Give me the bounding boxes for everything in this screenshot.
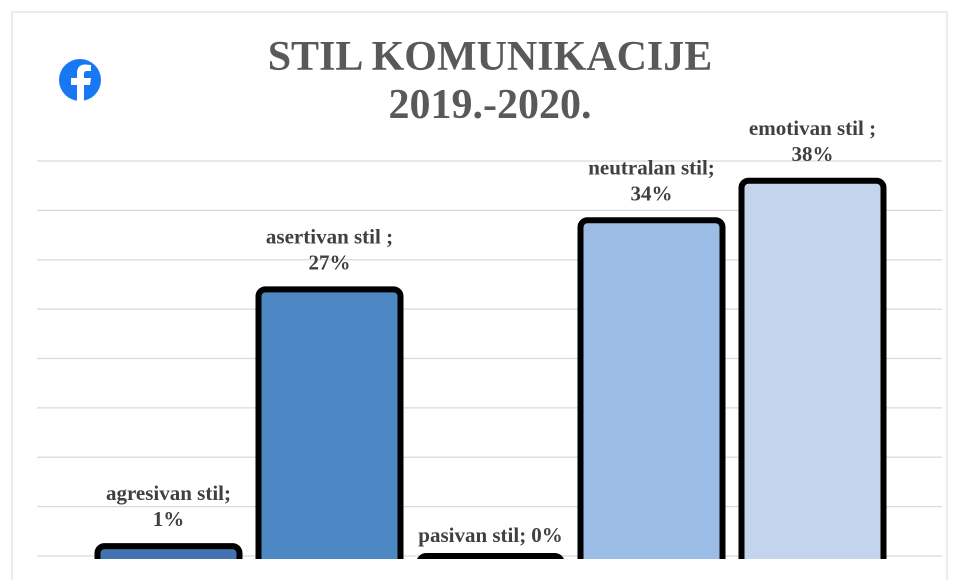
- bar: [94, 543, 243, 559]
- value-label: 34%: [631, 181, 673, 205]
- labels: agresivan stil;1% asertivan stil ;27% pasi…: [106, 116, 876, 547]
- category-label: neutralan stil;: [588, 155, 715, 179]
- value-label: 27%: [309, 250, 351, 274]
- bar: [417, 553, 564, 559]
- category-label: asertivan stil ;: [266, 224, 393, 248]
- category-label: emotivan stil ;: [749, 116, 876, 140]
- chart-title: STIL KOMUNIKACIJE: [268, 34, 713, 80]
- bar: [738, 177, 887, 559]
- category-label: pasivan stil;: [418, 523, 526, 547]
- data-label: pasivan stil; 0%: [418, 523, 562, 547]
- chart-title: 2019.-2020.: [389, 82, 592, 128]
- bars: [94, 177, 887, 559]
- value-label: 38%: [792, 142, 834, 166]
- value-label: 1%: [153, 507, 185, 531]
- bar: [255, 286, 404, 559]
- facebook-icon: [59, 59, 101, 101]
- bar: [577, 217, 726, 559]
- category-label: agresivan stil;: [106, 481, 231, 505]
- value-label: 0%: [531, 523, 563, 547]
